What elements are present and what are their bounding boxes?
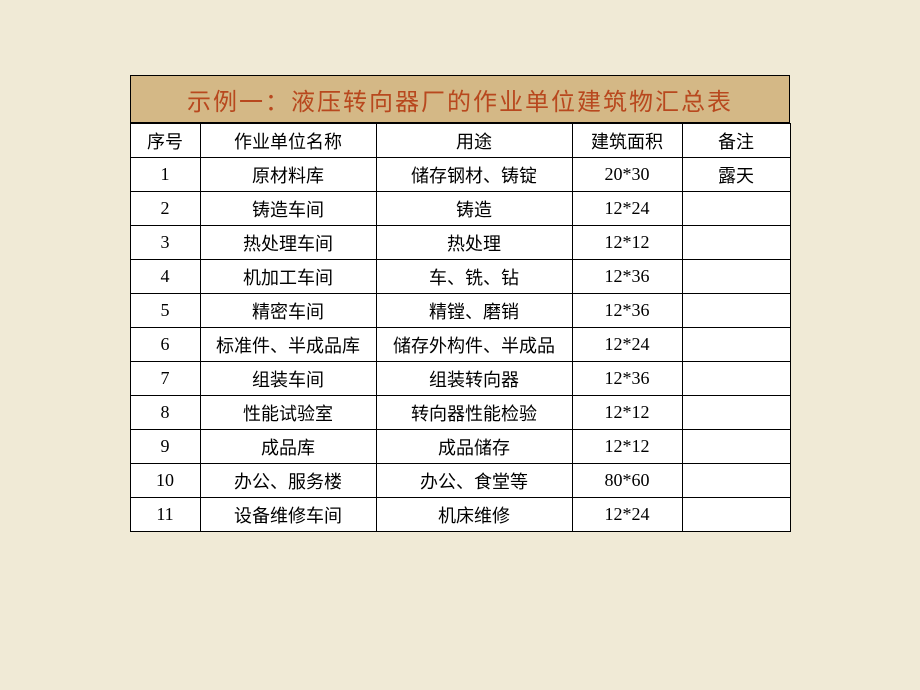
cell-seq: 2 xyxy=(130,192,200,226)
cell-area: 12*36 xyxy=(572,362,682,396)
cell-name: 标准件、半成品库 xyxy=(200,328,376,362)
cell-purpose: 储存钢材、铸锭 xyxy=(376,158,572,192)
table-row: 3 热处理车间 热处理 12*12 xyxy=(130,226,790,260)
cell-note xyxy=(682,464,790,498)
cell-purpose: 车、铣、钻 xyxy=(376,260,572,294)
cell-purpose: 铸造 xyxy=(376,192,572,226)
table-row: 2 铸造车间 铸造 12*24 xyxy=(130,192,790,226)
table-row: 10 办公、服务楼 办公、食堂等 80*60 xyxy=(130,464,790,498)
table-row: 7 组装车间 组装转向器 12*36 xyxy=(130,362,790,396)
cell-area: 12*12 xyxy=(572,430,682,464)
cell-name: 设备维修车间 xyxy=(200,498,376,532)
cell-name: 机加工车间 xyxy=(200,260,376,294)
cell-area: 12*36 xyxy=(572,260,682,294)
cell-purpose: 成品储存 xyxy=(376,430,572,464)
cell-name: 办公、服务楼 xyxy=(200,464,376,498)
cell-area: 12*24 xyxy=(572,328,682,362)
page-title: 示例一：液压转向器厂的作业单位建筑物汇总表 xyxy=(187,82,733,117)
cell-name: 性能试验室 xyxy=(200,396,376,430)
cell-note xyxy=(682,226,790,260)
table-row: 9 成品库 成品储存 12*12 xyxy=(130,430,790,464)
cell-area: 20*30 xyxy=(572,158,682,192)
cell-purpose: 转向器性能检验 xyxy=(376,396,572,430)
header-note: 备注 xyxy=(682,124,790,158)
cell-area: 80*60 xyxy=(572,464,682,498)
cell-note xyxy=(682,430,790,464)
cell-area: 12*24 xyxy=(572,498,682,532)
cell-seq: 5 xyxy=(130,294,200,328)
table-row: 8 性能试验室 转向器性能检验 12*12 xyxy=(130,396,790,430)
cell-note: 露天 xyxy=(682,158,790,192)
cell-note xyxy=(682,260,790,294)
cell-purpose: 精镗、磨销 xyxy=(376,294,572,328)
cell-name: 精密车间 xyxy=(200,294,376,328)
header-purpose: 用途 xyxy=(376,124,572,158)
title-bar: 示例一：液压转向器厂的作业单位建筑物汇总表 xyxy=(130,75,790,123)
cell-seq: 8 xyxy=(130,396,200,430)
table-row: 1 原材料库 储存钢材、铸锭 20*30 露天 xyxy=(130,158,790,192)
header-area: 建筑面积 xyxy=(572,124,682,158)
cell-purpose: 热处理 xyxy=(376,226,572,260)
table-body: 1 原材料库 储存钢材、铸锭 20*30 露天 2 铸造车间 铸造 12*24 … xyxy=(130,158,790,532)
cell-seq: 10 xyxy=(130,464,200,498)
cell-note xyxy=(682,328,790,362)
cell-note xyxy=(682,498,790,532)
buildings-table: 序号 作业单位名称 用途 建筑面积 备注 1 原材料库 储存钢材、铸锭 20*3… xyxy=(130,123,791,532)
cell-area: 12*12 xyxy=(572,396,682,430)
cell-name: 热处理车间 xyxy=(200,226,376,260)
cell-seq: 9 xyxy=(130,430,200,464)
cell-area: 12*36 xyxy=(572,294,682,328)
cell-area: 12*24 xyxy=(572,192,682,226)
cell-purpose: 办公、食堂等 xyxy=(376,464,572,498)
cell-name: 铸造车间 xyxy=(200,192,376,226)
cell-seq: 7 xyxy=(130,362,200,396)
table-header-row: 序号 作业单位名称 用途 建筑面积 备注 xyxy=(130,124,790,158)
cell-name: 组装车间 xyxy=(200,362,376,396)
cell-seq: 11 xyxy=(130,498,200,532)
cell-seq: 4 xyxy=(130,260,200,294)
table-row: 4 机加工车间 车、铣、钻 12*36 xyxy=(130,260,790,294)
cell-purpose: 储存外构件、半成品 xyxy=(376,328,572,362)
cell-purpose: 组装转向器 xyxy=(376,362,572,396)
table-row: 5 精密车间 精镗、磨销 12*36 xyxy=(130,294,790,328)
cell-purpose: 机床维修 xyxy=(376,498,572,532)
cell-area: 12*12 xyxy=(572,226,682,260)
cell-seq: 3 xyxy=(130,226,200,260)
cell-name: 成品库 xyxy=(200,430,376,464)
table-row: 11 设备维修车间 机床维修 12*24 xyxy=(130,498,790,532)
header-name: 作业单位名称 xyxy=(200,124,376,158)
header-seq: 序号 xyxy=(130,124,200,158)
cell-name: 原材料库 xyxy=(200,158,376,192)
table-row: 6 标准件、半成品库 储存外构件、半成品 12*24 xyxy=(130,328,790,362)
cell-seq: 6 xyxy=(130,328,200,362)
cell-note xyxy=(682,192,790,226)
cell-note xyxy=(682,396,790,430)
cell-note xyxy=(682,294,790,328)
cell-note xyxy=(682,362,790,396)
cell-seq: 1 xyxy=(130,158,200,192)
